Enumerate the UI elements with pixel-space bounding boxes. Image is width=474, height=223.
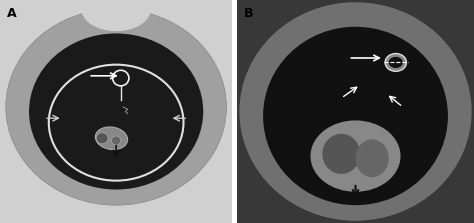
Ellipse shape — [356, 139, 389, 177]
FancyBboxPatch shape — [237, 0, 474, 223]
Ellipse shape — [239, 2, 472, 221]
FancyBboxPatch shape — [0, 0, 232, 223]
Ellipse shape — [310, 120, 401, 192]
Ellipse shape — [95, 127, 128, 150]
Ellipse shape — [96, 133, 108, 144]
Ellipse shape — [263, 27, 448, 205]
Text: A: A — [7, 7, 17, 20]
Ellipse shape — [389, 57, 403, 68]
Ellipse shape — [6, 9, 227, 205]
Ellipse shape — [82, 0, 151, 31]
Ellipse shape — [111, 136, 121, 145]
Ellipse shape — [385, 54, 407, 71]
Text: B: B — [244, 7, 254, 20]
Ellipse shape — [29, 33, 203, 190]
Ellipse shape — [322, 134, 360, 174]
